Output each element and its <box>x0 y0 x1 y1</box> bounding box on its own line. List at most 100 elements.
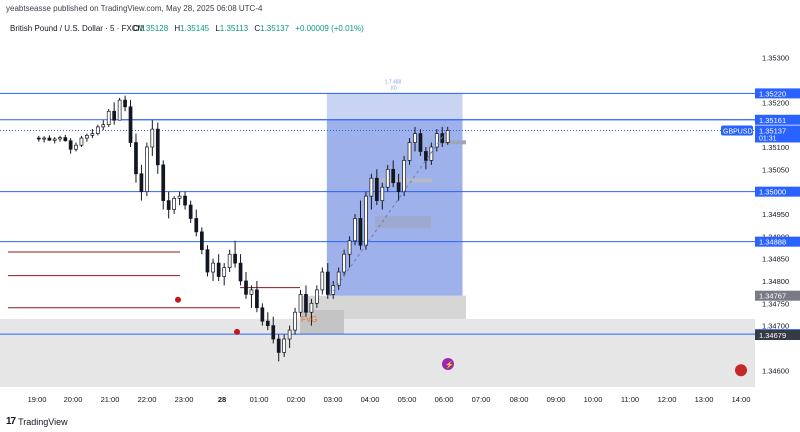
price-tick-label: 1.34600 <box>762 366 789 375</box>
candle-body <box>161 164 166 201</box>
price-chart[interactable]: 1.7.488(0) FVG ⚡ 1.35300 1.35200 1.35100 1.3… <box>0 16 800 413</box>
legend-open: 1.35128 <box>139 24 168 33</box>
candle-body <box>238 262 243 282</box>
time-tick-label: 01:00 <box>250 395 269 404</box>
candle-body <box>227 253 232 268</box>
price-tag-countdown: 01:31 <box>759 135 777 142</box>
price-tick-label: 1.34750 <box>762 299 789 308</box>
annotation-layer: FVG ⚡ <box>175 130 747 377</box>
price-tick-label: 1.35300 <box>762 54 789 63</box>
time-axis[interactable]: 19:00 20:00 21:00 22:00 23:00 28 01:00 02:00 03:… <box>28 395 751 404</box>
candle-body <box>396 182 401 193</box>
candle-body <box>128 106 133 143</box>
candle-body <box>407 142 412 161</box>
us-flag-icon <box>735 364 747 377</box>
discount-zone <box>0 318 755 387</box>
candle-body <box>42 137 46 140</box>
candle-body <box>298 294 303 313</box>
symbol-tag-label: GBPUSD <box>723 128 753 135</box>
candle-body <box>260 307 265 322</box>
legend-high-label: H <box>174 24 180 33</box>
position-tool-header-1: (0) <box>391 85 397 91</box>
candle-body <box>172 198 176 210</box>
fvg-label: FVG <box>301 315 317 324</box>
lightning-icon-glyph: ⚡ <box>445 360 454 369</box>
legend-symbol[interactable]: British Pound / U.S. Dollar · 5 · FXCM <box>10 24 145 33</box>
candle-body <box>216 262 221 277</box>
price-tag <box>755 290 800 301</box>
candle-body <box>58 137 62 140</box>
candle-body <box>374 177 379 201</box>
legend-ohlc: O1.35128 H1.35145 L1.35113 C1.35137 +0.0… <box>133 24 364 33</box>
candle-body <box>101 124 106 128</box>
footer-brand: TradingView <box>18 416 68 427</box>
time-tick-label: 11:00 <box>621 395 639 404</box>
candle-body <box>440 133 445 143</box>
chart-area[interactable]: 1.7.488 (0) FVG ⚡ 1.35300 1.35200 1.35100 1.3… <box>0 16 800 413</box>
price-tag-label: 1.35137 <box>759 126 786 135</box>
candle-body <box>95 126 100 134</box>
price-tag <box>755 236 800 247</box>
price-tag-label: 1.35220 <box>759 89 786 98</box>
candle-body <box>68 140 73 150</box>
candle-body <box>347 240 352 255</box>
candle-body <box>445 130 450 143</box>
candle-body <box>200 231 204 251</box>
price-tag-label: 1.34767 <box>759 292 786 301</box>
price-tick-label: 1.35200 <box>762 98 789 107</box>
time-tick-label: 10:00 <box>584 395 603 404</box>
price-tag <box>755 114 800 125</box>
candle-body <box>255 289 259 309</box>
time-tick-label: 04:00 <box>361 395 380 404</box>
candle-body <box>244 280 248 295</box>
candle-body <box>342 253 346 273</box>
lightning-icon <box>442 358 454 371</box>
candle-body <box>106 110 111 126</box>
price-tick-label: 1.34700 <box>762 322 789 331</box>
candle-body <box>402 160 406 193</box>
candle-body <box>36 137 41 140</box>
candles-layer <box>36 95 450 362</box>
candle-body <box>222 267 227 277</box>
legend-change: +0.00009 (+0.01%) <box>295 24 364 33</box>
time-tick-label: 22:00 <box>138 395 157 404</box>
price-tick-label: 1.34850 <box>762 255 789 264</box>
price-axis[interactable]: 1.353001.352001.351001.350501.349501.349… <box>721 16 800 413</box>
candle-body <box>85 135 89 139</box>
candle-body <box>249 289 254 295</box>
tradingview-logo-icon: 17 <box>6 416 16 427</box>
candle-body <box>320 271 325 291</box>
candle-body <box>90 133 95 136</box>
symbol-legend: British Pound / U.S. Dollar · 5 · FXCM O… <box>10 24 364 33</box>
candle-body <box>369 177 374 197</box>
candle-body <box>52 138 57 141</box>
candle-body <box>287 329 292 340</box>
time-tick-label: 05:00 <box>398 395 417 404</box>
candle-body <box>63 137 68 142</box>
candle-body <box>293 311 297 331</box>
candle-body <box>47 137 52 141</box>
time-tick-label: 08:00 <box>510 395 529 404</box>
candle-body <box>79 137 84 146</box>
candle-body <box>188 204 193 219</box>
candle-body <box>429 146 434 161</box>
candle-body <box>315 289 319 304</box>
position-target-zone-upper <box>326 93 463 120</box>
candle-body <box>211 262 215 273</box>
symbol-tag <box>721 125 753 136</box>
time-tick-label: 28 <box>218 395 226 404</box>
price-tag-label: 1.34888 <box>759 238 786 247</box>
candle-body <box>309 302 314 313</box>
time-tick-label: 13:00 <box>695 395 714 404</box>
time-tick-label: 06:00 <box>435 395 454 404</box>
candle-body <box>353 218 357 242</box>
candle-body <box>364 195 368 246</box>
candle-body <box>265 320 270 326</box>
candle-body <box>74 144 78 150</box>
candle-body <box>418 133 423 152</box>
tradingview-footer[interactable]: 17 TradingView <box>6 416 68 427</box>
price-tag <box>755 88 800 99</box>
projection-line <box>329 130 448 296</box>
legend-close-label: C <box>254 24 260 33</box>
candle-body <box>139 173 144 193</box>
